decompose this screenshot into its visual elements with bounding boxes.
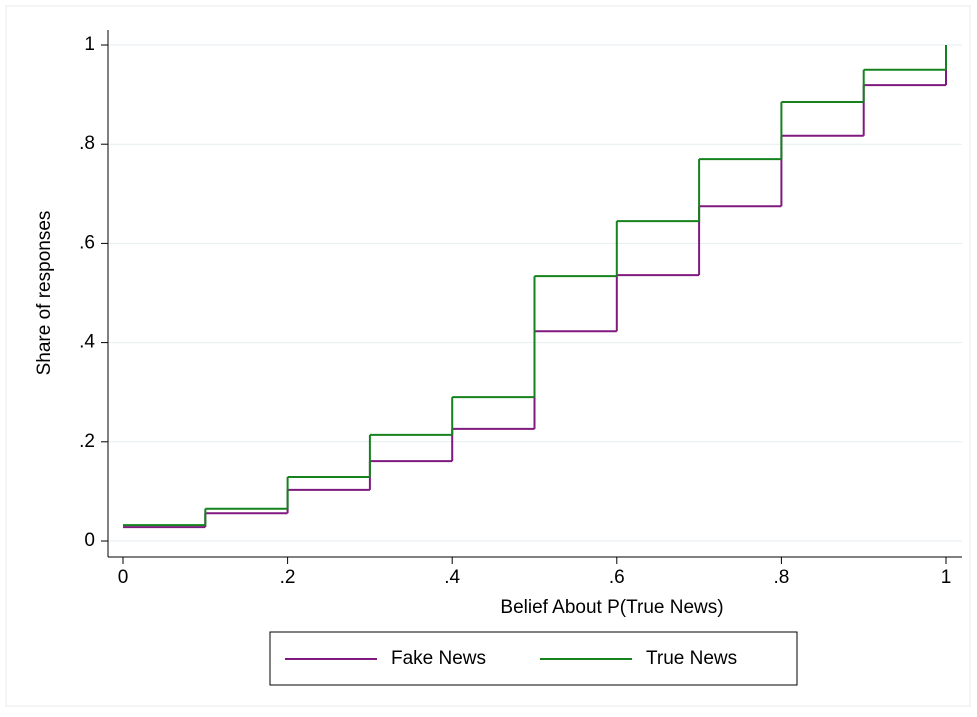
x-tick-label: .8: [773, 567, 789, 588]
y-axis-title: Share of responses: [34, 211, 55, 376]
x-tick-label: .6: [609, 567, 625, 588]
legend-label: True News: [646, 648, 737, 669]
x-tick-label: .4: [444, 567, 460, 588]
graph-frame: [5, 5, 971, 707]
x-tick-label: .2: [280, 567, 296, 588]
y-tick-label: .8: [79, 133, 95, 154]
y-tick-label: 0: [84, 530, 95, 551]
y-tick-label: .4: [79, 332, 95, 353]
y-tick-label: .6: [79, 232, 95, 253]
x-tick-label: 0: [118, 567, 129, 588]
x-axis-title: Belief About P(True News): [500, 597, 723, 618]
y-tick-label: 1: [84, 34, 95, 55]
legend-label: Fake News: [391, 648, 486, 669]
x-tick-label: 1: [941, 567, 952, 588]
y-tick-label: .2: [79, 431, 95, 452]
